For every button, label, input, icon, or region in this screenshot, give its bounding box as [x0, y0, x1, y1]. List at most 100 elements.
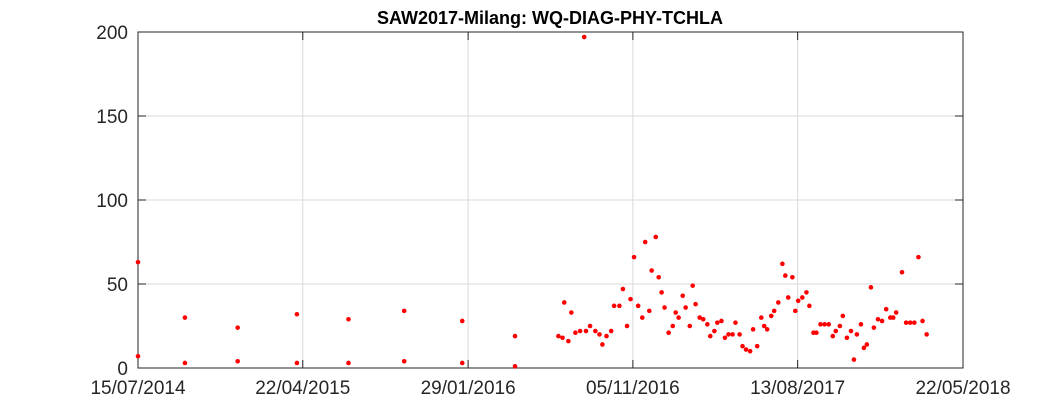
data-point: [624, 323, 630, 329]
data-point: [620, 286, 626, 292]
data-point: [783, 273, 788, 278]
data-point: [761, 323, 767, 329]
data-point: [848, 328, 854, 334]
data-point: [790, 274, 795, 280]
data-point: [754, 343, 760, 349]
x-tick-label: 05/11/2016: [586, 378, 680, 399]
axis-ticks: 15/07/2014 22/04/2015 29/01/2016 05/11/2016…: [90, 23, 1010, 399]
x-tick-label: 22/04/2015: [255, 378, 350, 399]
data-point: [903, 320, 909, 325]
data-point: [837, 323, 843, 329]
data-point: [294, 311, 300, 317]
data-point: [800, 295, 805, 300]
data-point: [750, 327, 756, 332]
data-point: [647, 308, 652, 314]
data-point: [893, 310, 899, 315]
data-point: [628, 296, 633, 302]
data-point: [673, 310, 678, 315]
data-point: [785, 295, 791, 300]
data-point: [830, 333, 836, 339]
data-point: [907, 320, 913, 325]
data-point: [833, 328, 839, 334]
data-point: [730, 332, 735, 337]
data-point: [577, 328, 583, 334]
data-point: [854, 332, 860, 337]
data-point: [899, 269, 905, 275]
data-point: [758, 315, 764, 320]
data-point: [700, 316, 706, 322]
data-point: [804, 290, 809, 295]
data-point: [712, 328, 717, 334]
y-tick-label: 50: [107, 275, 128, 296]
data-point: [920, 318, 925, 324]
data-point: [683, 305, 688, 310]
data-point: [608, 328, 614, 334]
data-point: [670, 323, 676, 329]
data-point: [793, 308, 798, 314]
data-point: [459, 360, 465, 366]
data-point: [780, 261, 785, 267]
data-point: [707, 333, 713, 339]
data-point: [871, 325, 877, 330]
data-point: [556, 333, 561, 339]
data-point: [597, 332, 602, 337]
data-point: [581, 34, 587, 40]
data-point: [764, 327, 770, 332]
data-point: [768, 313, 774, 319]
data-point: [680, 293, 686, 299]
data-point: [795, 298, 801, 304]
data-point: [737, 332, 742, 337]
data-point: [676, 315, 681, 320]
data-point: [666, 330, 671, 336]
x-tick-label: 22/05/2018: [915, 378, 1010, 399]
x-tick-label: 15/07/2014: [90, 378, 186, 399]
data-point: [807, 303, 812, 309]
data-point: [639, 315, 645, 320]
data-point: [868, 285, 874, 290]
data-point: [697, 315, 703, 320]
grid-lines: [138, 32, 963, 368]
y-tick-label: 0: [117, 359, 128, 380]
data-point: [512, 364, 518, 369]
data-point: [631, 254, 637, 260]
data-point: [560, 335, 565, 341]
data-point: [182, 315, 188, 320]
data-point: [879, 318, 885, 324]
data-point: [690, 283, 695, 288]
data-point: [844, 335, 850, 341]
data-point: [771, 308, 777, 314]
y-tick-label: 100: [96, 191, 128, 212]
data-point: [604, 333, 609, 339]
data-point: [883, 306, 889, 312]
data-point: [512, 333, 518, 339]
data-point: [818, 322, 823, 327]
data-point: [566, 338, 571, 344]
chart-title: SAW2017-Milang: WQ-DIAG-PHY-TCHLA: [377, 8, 723, 28]
data-point: [561, 300, 567, 305]
data-point: [569, 310, 574, 315]
data-point: [747, 348, 753, 354]
data-point: [775, 300, 781, 305]
data-point: [294, 360, 300, 366]
data-point: [864, 342, 870, 347]
data-point: [656, 274, 661, 280]
data-point: [235, 358, 240, 364]
data-point: [693, 301, 698, 307]
x-tick-label: 13/08/2017: [750, 378, 845, 399]
data-point: [649, 268, 654, 273]
data-point: [861, 345, 867, 351]
data-points: [135, 34, 929, 369]
data-point: [858, 322, 864, 327]
data-point: [705, 322, 710, 327]
data-point: [840, 313, 846, 319]
data-point: [573, 330, 578, 336]
data-point: [743, 347, 749, 352]
data-point: [135, 259, 141, 265]
y-tick-label: 200: [96, 23, 128, 44]
data-point: [600, 342, 605, 347]
data-point: [924, 332, 929, 337]
data-point: [611, 303, 617, 309]
data-point: [346, 360, 351, 366]
data-point: [182, 360, 188, 366]
data-point: [890, 315, 896, 320]
